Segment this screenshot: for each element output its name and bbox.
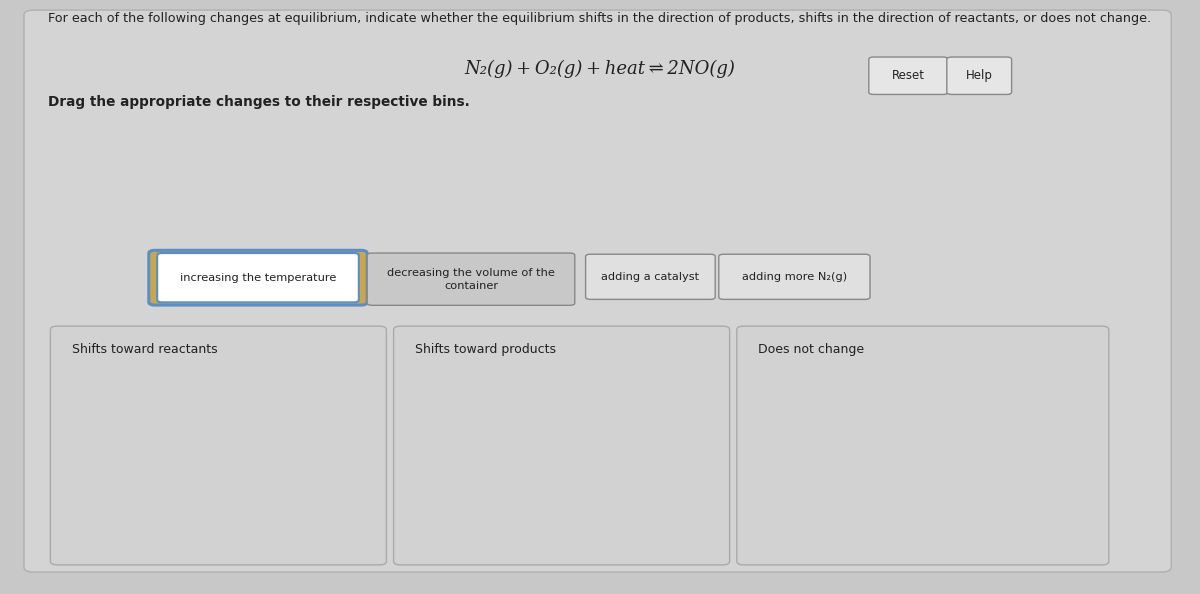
Text: Shifts toward reactants: Shifts toward reactants bbox=[72, 343, 217, 356]
Text: adding a catalyst: adding a catalyst bbox=[601, 272, 700, 282]
FancyBboxPatch shape bbox=[24, 10, 1171, 572]
FancyBboxPatch shape bbox=[719, 254, 870, 299]
FancyBboxPatch shape bbox=[869, 57, 948, 94]
Text: Does not change: Does not change bbox=[758, 343, 864, 356]
FancyBboxPatch shape bbox=[157, 253, 359, 302]
FancyBboxPatch shape bbox=[737, 326, 1109, 565]
Text: N₂(g) + O₂(g) + heat ⇌ 2NO(g): N₂(g) + O₂(g) + heat ⇌ 2NO(g) bbox=[464, 59, 736, 78]
Text: decreasing the volume of the
container: decreasing the volume of the container bbox=[388, 267, 554, 291]
Text: Reset: Reset bbox=[892, 69, 925, 82]
FancyBboxPatch shape bbox=[50, 326, 386, 565]
FancyBboxPatch shape bbox=[394, 326, 730, 565]
Text: adding more N₂(g): adding more N₂(g) bbox=[742, 272, 847, 282]
FancyBboxPatch shape bbox=[947, 57, 1012, 94]
Text: Help: Help bbox=[966, 69, 992, 82]
Text: For each of the following changes at equilibrium, indicate whether the equilibri: For each of the following changes at equ… bbox=[48, 12, 1152, 25]
FancyBboxPatch shape bbox=[586, 254, 715, 299]
Text: Shifts toward products: Shifts toward products bbox=[415, 343, 557, 356]
Text: increasing the temperature: increasing the temperature bbox=[180, 273, 336, 283]
Text: Drag the appropriate changes to their respective bins.: Drag the appropriate changes to their re… bbox=[48, 95, 469, 109]
FancyBboxPatch shape bbox=[149, 250, 367, 305]
FancyBboxPatch shape bbox=[367, 253, 575, 305]
